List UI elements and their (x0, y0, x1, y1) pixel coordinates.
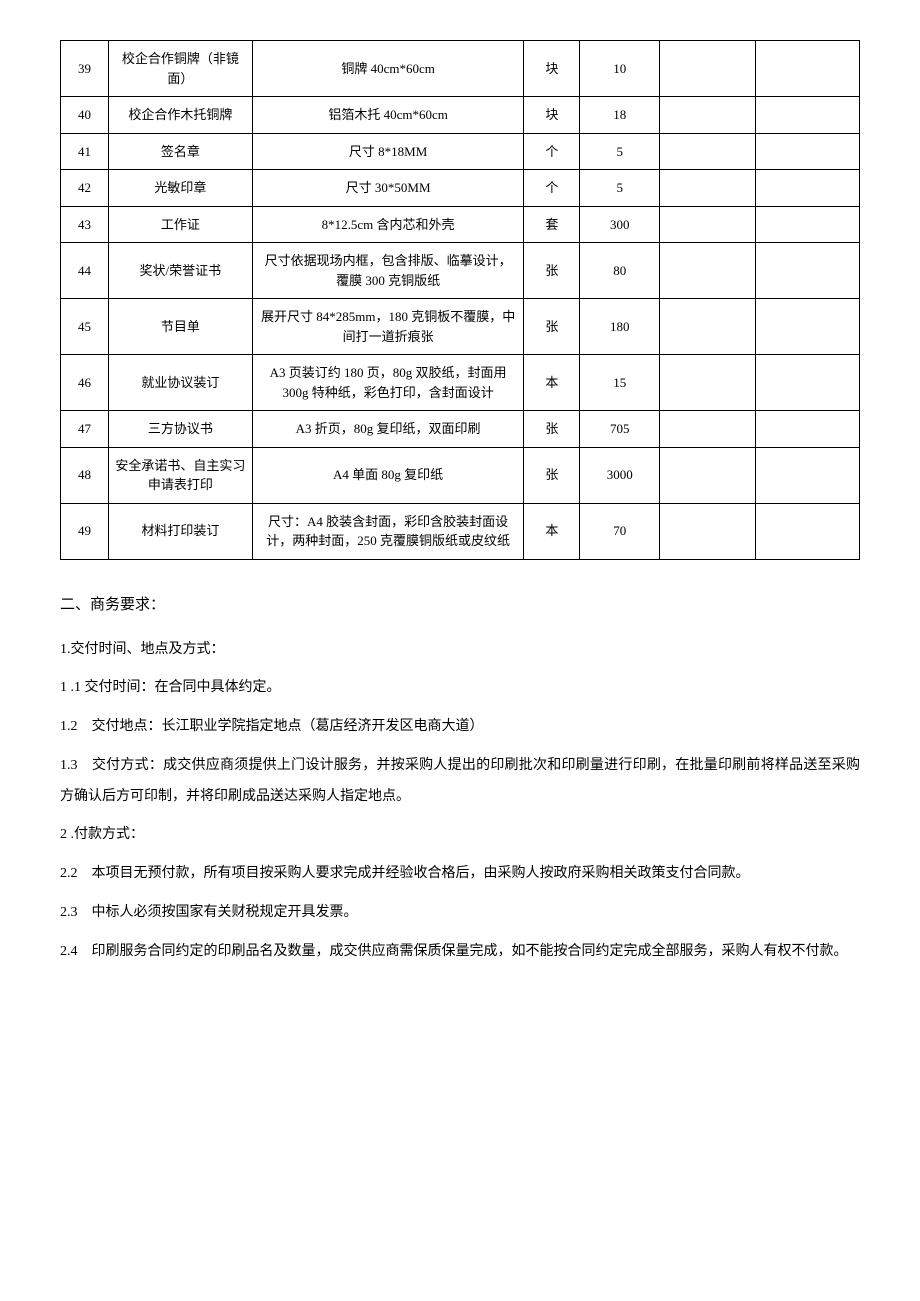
cell-blank (756, 355, 860, 411)
cell-name: 奖状/荣誉证书 (108, 243, 252, 299)
cell-unit: 本 (524, 503, 580, 559)
cell-spec: 铜牌 40cm*60cm (252, 41, 524, 97)
table-row: 44奖状/荣誉证书尺寸依据现场内框，包含排版、临摹设计，覆膜 300 克铜版纸张… (61, 243, 860, 299)
cell-name: 三方协议书 (108, 411, 252, 448)
cell-blank (756, 503, 860, 559)
cell-index: 41 (61, 133, 109, 170)
cell-qty: 10 (580, 41, 660, 97)
cell-blank (756, 243, 860, 299)
table-row: 41签名章尺寸 8*18MM个5 (61, 133, 860, 170)
cell-name: 材料打印装订 (108, 503, 252, 559)
cell-unit: 张 (524, 243, 580, 299)
para-1-2: 1.2 交付地点：长江职业学院指定地点（葛店经济开发区电商大道） (60, 712, 860, 743)
cell-blank (660, 503, 756, 559)
cell-spec: A3 折页，80g 复印纸，双面印刷 (252, 411, 524, 448)
cell-index: 49 (61, 503, 109, 559)
cell-blank (756, 447, 860, 503)
cell-index: 48 (61, 447, 109, 503)
cell-name: 安全承诺书、自主实习申请表打印 (108, 447, 252, 503)
cell-blank (660, 299, 756, 355)
cell-qty: 300 (580, 206, 660, 243)
cell-qty: 705 (580, 411, 660, 448)
table-row: 49材料打印装订尺寸：A4 胶装含封面，彩印含胶装封面设计，两种封面，250 克… (61, 503, 860, 559)
cell-spec: 铝箔木托 40cm*60cm (252, 97, 524, 134)
table-row: 42光敏印章尺寸 30*50MM个5 (61, 170, 860, 207)
para-1-3: 1.3 交付方式：成交供应商须提供上门设计服务，并按采购人提出的印刷批次和印刷量… (60, 751, 860, 813)
cell-index: 40 (61, 97, 109, 134)
cell-index: 44 (61, 243, 109, 299)
cell-blank (756, 133, 860, 170)
cell-spec: A3 页装订约 180 页，80g 双胶纸，封面用 300g 特种纸，彩色打印，… (252, 355, 524, 411)
cell-qty: 5 (580, 170, 660, 207)
cell-unit: 张 (524, 411, 580, 448)
cell-qty: 5 (580, 133, 660, 170)
cell-blank (756, 170, 860, 207)
cell-spec: 尺寸 30*50MM (252, 170, 524, 207)
cell-blank (660, 97, 756, 134)
cell-name: 校企合作铜牌（非镜面） (108, 41, 252, 97)
cell-blank (756, 41, 860, 97)
cell-index: 45 (61, 299, 109, 355)
cell-blank (756, 97, 860, 134)
cell-name: 工作证 (108, 206, 252, 243)
cell-qty: 80 (580, 243, 660, 299)
cell-blank (660, 447, 756, 503)
cell-spec: 8*12.5cm 含内芯和外壳 (252, 206, 524, 243)
cell-unit: 张 (524, 299, 580, 355)
cell-qty: 15 (580, 355, 660, 411)
items-table: 39校企合作铜牌（非镜面）铜牌 40cm*60cm块1040校企合作木托铜牌铝箔… (60, 40, 860, 560)
cell-unit: 块 (524, 41, 580, 97)
cell-unit: 个 (524, 170, 580, 207)
para-2: 2 .付款方式： (60, 820, 860, 851)
cell-blank (660, 411, 756, 448)
section-2-title: 二、商务要求： (60, 590, 860, 620)
cell-blank (756, 411, 860, 448)
cell-spec: 尺寸 8*18MM (252, 133, 524, 170)
cell-name: 光敏印章 (108, 170, 252, 207)
cell-blank (756, 299, 860, 355)
cell-unit: 张 (524, 447, 580, 503)
cell-qty: 3000 (580, 447, 660, 503)
table-row: 46就业协议装订A3 页装订约 180 页，80g 双胶纸，封面用 300g 特… (61, 355, 860, 411)
table-row: 39校企合作铜牌（非镜面）铜牌 40cm*60cm块10 (61, 41, 860, 97)
para-2-4: 2.4 印刷服务合同约定的印刷品名及数量，成交供应商需保质保量完成，如不能按合同… (60, 937, 860, 968)
cell-spec: 展开尺寸 84*285mm，180 克铜板不覆膜，中间打一道折痕张 (252, 299, 524, 355)
cell-blank (660, 243, 756, 299)
cell-name: 就业协议装订 (108, 355, 252, 411)
cell-index: 43 (61, 206, 109, 243)
table-row: 40校企合作木托铜牌铝箔木托 40cm*60cm块18 (61, 97, 860, 134)
para-1: 1.交付时间、地点及方式： (60, 635, 860, 666)
cell-blank (756, 206, 860, 243)
cell-index: 42 (61, 170, 109, 207)
cell-unit: 套 (524, 206, 580, 243)
cell-name: 节目单 (108, 299, 252, 355)
cell-blank (660, 133, 756, 170)
para-2-3: 2.3 中标人必须按国家有关财税规定开具发票。 (60, 898, 860, 929)
cell-blank (660, 41, 756, 97)
cell-index: 46 (61, 355, 109, 411)
cell-spec: A4 单面 80g 复印纸 (252, 447, 524, 503)
table-row: 43工作证8*12.5cm 含内芯和外壳套300 (61, 206, 860, 243)
para-2-2: 2.2 本项目无预付款，所有项目按采购人要求完成并经验收合格后，由采购人按政府采… (60, 859, 860, 890)
cell-index: 47 (61, 411, 109, 448)
cell-name: 校企合作木托铜牌 (108, 97, 252, 134)
cell-unit: 本 (524, 355, 580, 411)
cell-blank (660, 355, 756, 411)
cell-blank (660, 170, 756, 207)
cell-blank (660, 206, 756, 243)
cell-qty: 180 (580, 299, 660, 355)
cell-qty: 18 (580, 97, 660, 134)
cell-name: 签名章 (108, 133, 252, 170)
para-1-1: 1 .1 交付时间：在合同中具体约定。 (60, 673, 860, 704)
cell-spec: 尺寸依据现场内框，包含排版、临摹设计，覆膜 300 克铜版纸 (252, 243, 524, 299)
cell-unit: 个 (524, 133, 580, 170)
cell-spec: 尺寸：A4 胶装含封面，彩印含胶装封面设计，两种封面，250 克覆膜铜版纸或皮纹… (252, 503, 524, 559)
table-row: 45节目单展开尺寸 84*285mm，180 克铜板不覆膜，中间打一道折痕张张1… (61, 299, 860, 355)
table-row: 47三方协议书A3 折页，80g 复印纸，双面印刷张705 (61, 411, 860, 448)
cell-qty: 70 (580, 503, 660, 559)
table-row: 48安全承诺书、自主实习申请表打印A4 单面 80g 复印纸张3000 (61, 447, 860, 503)
cell-unit: 块 (524, 97, 580, 134)
cell-index: 39 (61, 41, 109, 97)
